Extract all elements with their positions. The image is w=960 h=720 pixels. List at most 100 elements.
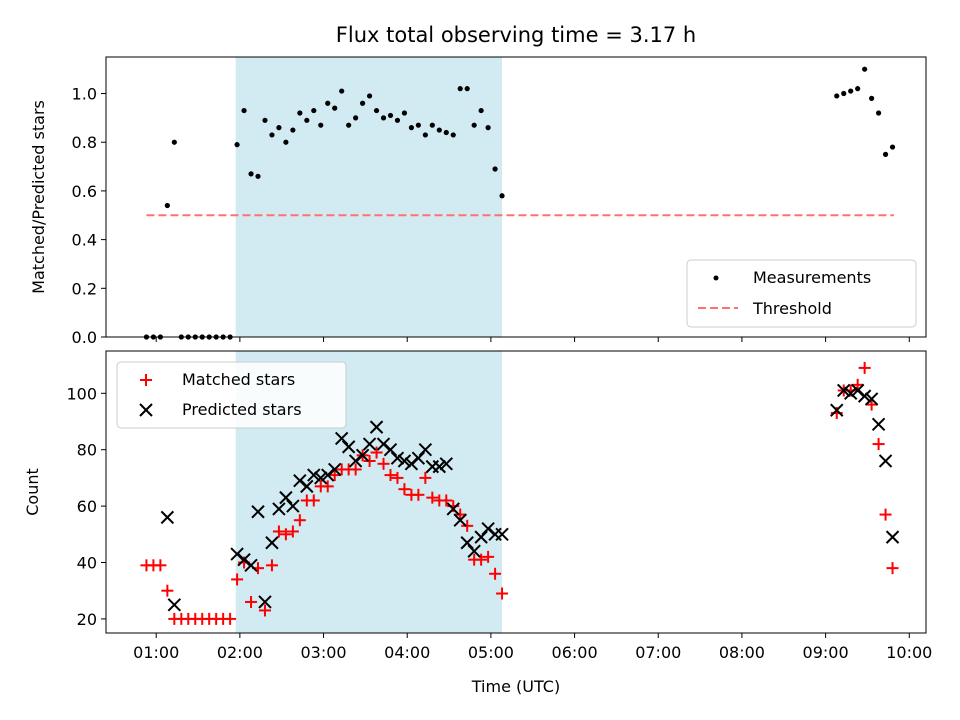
measurement-point xyxy=(311,107,317,114)
predicted-star-point xyxy=(397,454,412,468)
matched-star-point xyxy=(370,446,383,459)
predicted-star-point xyxy=(467,544,481,558)
bottom-x-tick-label: 05:00 xyxy=(468,643,514,662)
predicted-star-point xyxy=(341,440,356,454)
measurement-point xyxy=(834,93,840,99)
bottom-x-tick-label: 03:00 xyxy=(300,643,346,662)
top-y-tick-label: 0.6 xyxy=(72,182,97,201)
bottom-y-tick-label: 60 xyxy=(77,497,97,516)
measurement-point xyxy=(248,171,254,177)
measurement-point xyxy=(346,122,352,128)
measurement-point xyxy=(380,115,387,121)
matched-star-point xyxy=(377,457,390,470)
matched-star-point xyxy=(865,398,878,411)
measurement-point xyxy=(450,132,456,138)
predicted-star-point xyxy=(411,451,426,465)
bottom-x-tick-label: 09:00 xyxy=(803,643,849,662)
matched-star-point xyxy=(161,584,174,597)
predicted-star-point xyxy=(446,502,460,516)
predicted-star-point xyxy=(418,442,433,457)
measurement-point xyxy=(422,132,428,138)
bottom-x-tick-label: 07:00 xyxy=(635,643,681,662)
bottom-x-tick-label: 06:00 xyxy=(552,643,598,662)
measurement-point xyxy=(401,110,408,116)
bottom-y-tick-label: 40 xyxy=(77,554,97,573)
predicted-star-point xyxy=(251,505,265,519)
measurement-point xyxy=(171,139,177,145)
predicted-star-point xyxy=(355,448,370,463)
measurement-point xyxy=(478,107,484,114)
measurement-point xyxy=(869,95,875,101)
measurement-point xyxy=(283,139,289,145)
legend-measurement-marker xyxy=(713,275,719,281)
measurement-point xyxy=(457,86,463,92)
predicted-star-point xyxy=(843,386,858,401)
predicted-star-point xyxy=(300,479,314,494)
measurement-point xyxy=(290,127,296,133)
top-y-tick-label: 0.8 xyxy=(72,133,97,152)
predicted-star-point xyxy=(474,530,488,544)
measurement-point xyxy=(464,86,470,92)
matched-star-point xyxy=(286,525,299,538)
bottom-y-axis-label: Count xyxy=(23,468,42,516)
top-y-axis: 0.0 0.2 0.4 0.6 0.8 1.0 xyxy=(72,85,106,347)
legend-matched-marker xyxy=(140,374,152,386)
measurement-point xyxy=(436,127,442,133)
matched-star-point xyxy=(858,361,871,374)
predicted-star-point xyxy=(160,510,175,525)
matched-star-point xyxy=(349,463,362,476)
measurement-point xyxy=(889,144,896,150)
matched-star-point xyxy=(272,525,285,538)
measurement-point xyxy=(394,117,401,123)
predicted-star-point xyxy=(857,389,872,403)
matched-star-point xyxy=(886,562,899,575)
matched-star-point xyxy=(384,469,397,482)
measurement-point xyxy=(332,105,338,111)
bottom-y-tick-label: 100 xyxy=(66,384,97,403)
matched-star-point xyxy=(412,488,425,501)
top-y-tick-label: 0.2 xyxy=(72,279,97,298)
matched-star-point xyxy=(851,378,864,391)
measurement-point xyxy=(269,132,275,138)
measurement-point xyxy=(325,100,331,106)
matched-star-point xyxy=(398,483,411,496)
bottom-x-tick-label: 10:00 xyxy=(886,643,932,662)
measurement-point xyxy=(387,112,394,119)
count-points xyxy=(140,361,900,625)
matched-star-point xyxy=(879,508,892,521)
top-observing-interval-shade xyxy=(235,57,503,337)
matched-star-point xyxy=(258,604,271,617)
measurement-point xyxy=(492,166,498,172)
measurement-point xyxy=(415,122,421,128)
matched-star-point xyxy=(321,480,334,493)
matched-star-point xyxy=(475,553,488,566)
legend-matched-label: Matched stars xyxy=(182,370,295,389)
matched-star-point xyxy=(245,595,258,608)
legend-measurements-label: Measurements xyxy=(753,268,871,287)
predicted-star-point xyxy=(258,595,272,609)
matched-star-point xyxy=(489,567,502,580)
predicted-star-point xyxy=(314,471,328,485)
measurement-point xyxy=(339,88,345,94)
predicted-star-point xyxy=(390,451,405,465)
predicted-star-point xyxy=(279,490,293,505)
predicted-star-point xyxy=(272,502,286,516)
bottom-y-axis: 20 40 60 80 100 xyxy=(66,384,106,629)
predicted-star-point xyxy=(837,383,851,398)
bottom-x-tick-label: 04:00 xyxy=(384,643,430,662)
measurement-point xyxy=(164,202,170,209)
measurement-point xyxy=(373,107,380,114)
bottom-legend: Matched stars Predicted stars xyxy=(116,361,347,429)
measurement-point xyxy=(443,129,449,136)
measurement-points xyxy=(143,66,896,340)
matched-star-point xyxy=(231,573,244,586)
measurement-point xyxy=(429,122,435,128)
matched-star-point xyxy=(279,528,292,541)
matched-star-point xyxy=(154,559,167,572)
top-x-ticks xyxy=(155,337,910,342)
matched-star-point xyxy=(482,550,495,563)
top-legend-box xyxy=(686,259,917,328)
predicted-star-point xyxy=(453,513,467,527)
matched-star-point xyxy=(265,559,278,572)
